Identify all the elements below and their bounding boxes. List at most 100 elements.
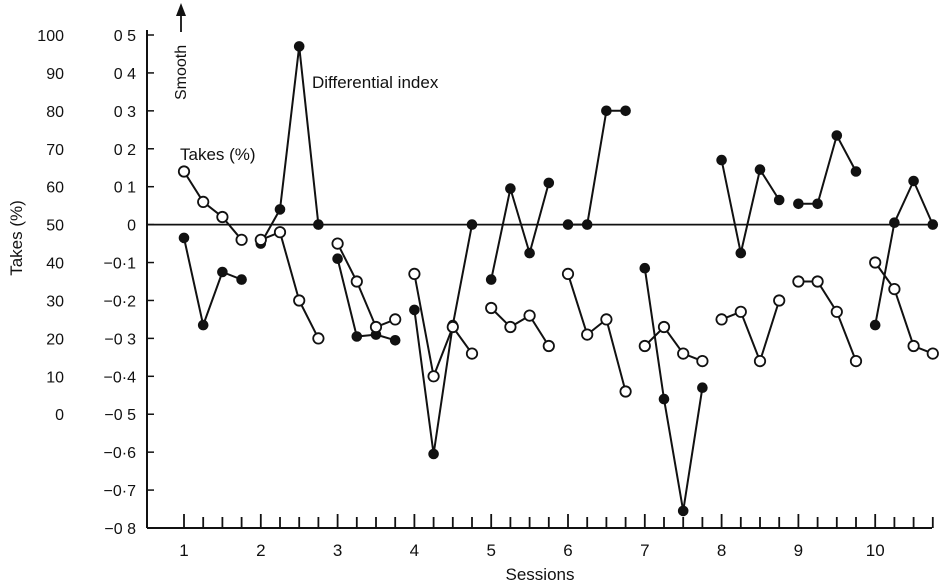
series-line-segment xyxy=(490,182,550,280)
series-line-segment xyxy=(259,46,320,245)
series-line-segment xyxy=(567,273,627,392)
right-axis-tick-label: −0 8 xyxy=(104,521,136,538)
series-layer xyxy=(177,41,939,517)
left-axis-tick-label: 0 xyxy=(55,407,64,424)
takes-point xyxy=(485,301,498,315)
left-axis-tick-label: 60 xyxy=(46,180,64,197)
differential-index-point xyxy=(505,183,516,194)
takes-point xyxy=(389,313,402,326)
differential-index-point xyxy=(697,382,708,394)
takes-point xyxy=(427,370,440,383)
differential-index-point xyxy=(793,198,804,210)
differential-index-point xyxy=(485,274,497,285)
differential-index-point xyxy=(831,130,843,141)
left-axis-label: Takes (%) xyxy=(7,200,26,276)
takes-point xyxy=(350,275,363,288)
right-axis-tick-label: −0·1 xyxy=(104,256,137,273)
series-line-segment xyxy=(336,258,396,342)
series-line-segment xyxy=(644,325,703,363)
differential-index-point xyxy=(197,319,209,331)
series-line-segment xyxy=(413,273,473,380)
takes-point xyxy=(465,347,479,360)
right-axis-tick-label: −0·4 xyxy=(104,369,137,386)
differential-index-point xyxy=(812,198,823,210)
takes-point xyxy=(677,347,690,360)
differential-index-point xyxy=(658,393,670,405)
left-axis-tick-label: 10 xyxy=(46,369,64,386)
takes-point xyxy=(849,354,863,368)
x-tick-label: 1 xyxy=(179,541,188,560)
differential-index-point xyxy=(908,175,919,187)
takes-point xyxy=(293,294,306,307)
series-line-segment xyxy=(874,261,934,355)
takes-point xyxy=(523,309,536,322)
takes-point xyxy=(869,256,882,269)
di-label: Differential index xyxy=(312,73,439,92)
takes-point xyxy=(657,320,671,334)
takes-point xyxy=(753,354,767,368)
right-axis-tick-label: −0·7 xyxy=(104,483,137,500)
differential-index-point xyxy=(351,331,363,342)
left-axis-tick-label: 50 xyxy=(46,218,64,235)
differential-index-point xyxy=(754,164,766,175)
right-axis-tick-label: −0 3 xyxy=(104,331,136,348)
takes-point xyxy=(811,275,824,288)
series-line-segment xyxy=(568,109,626,226)
takes-point xyxy=(561,267,575,280)
takes-point xyxy=(312,332,325,345)
takes-label: Takes (%) xyxy=(180,145,256,164)
differential-index-point xyxy=(620,105,631,117)
differential-index-point xyxy=(428,448,439,460)
series-line-segment xyxy=(260,230,320,339)
right-axis-tick-label: 0 xyxy=(127,218,136,235)
x-tick-label: 3 xyxy=(333,541,342,560)
x-tick-label: 7 xyxy=(640,541,649,560)
differential-index-point xyxy=(927,219,939,230)
takes-point xyxy=(408,267,421,280)
takes-point xyxy=(600,313,613,326)
differential-index-point xyxy=(313,219,324,230)
right-axis-tick-label: −0·6 xyxy=(104,445,137,462)
takes-point xyxy=(792,275,805,288)
differential-index-point xyxy=(581,219,593,230)
takes-point xyxy=(926,347,939,360)
left-axis-tick-label: 20 xyxy=(46,331,64,348)
differential-index-point xyxy=(389,335,401,346)
series-takes xyxy=(177,165,939,398)
x-tick-label: 8 xyxy=(717,541,726,560)
takes-point xyxy=(235,233,248,246)
differential-index-point xyxy=(677,505,689,517)
differential-index-point xyxy=(274,204,286,215)
takes-point xyxy=(369,320,383,334)
takes-point xyxy=(888,282,901,296)
right-axis-tick-label: −0 5 xyxy=(104,407,136,424)
takes-point xyxy=(331,237,344,250)
right-axis-tick-label: 0 2 xyxy=(114,142,136,159)
differential-index-point xyxy=(889,217,900,228)
right-axis-ticks: 0 5 0 4 0 3 0 2 0 1 0 −0·1 −0·2 −0 3 −0·4 −0 5 −0·6… xyxy=(104,28,154,538)
left-axis-tick-label: 80 xyxy=(46,104,64,121)
takes-point xyxy=(696,354,709,368)
takes-point xyxy=(197,195,210,208)
series-line-segment xyxy=(721,300,781,365)
differential-index-point xyxy=(601,105,612,117)
x-axis-label: Sessions xyxy=(506,565,575,583)
smooth-label: Smooth xyxy=(173,45,190,100)
left-axis-tick-label: 70 xyxy=(46,142,64,159)
differential-index-point xyxy=(217,266,228,278)
takes-point xyxy=(830,305,843,318)
x-tick-label: 9 xyxy=(794,541,803,560)
differential-index-point xyxy=(466,219,478,230)
right-axis-tick-label: 0 4 xyxy=(114,66,136,83)
differential-index-point xyxy=(543,177,555,189)
takes-point xyxy=(773,294,786,307)
right-axis-tick-label: 0 3 xyxy=(114,104,136,121)
differential-index-point xyxy=(639,262,651,274)
x-axis-ticks: 1 2 3 4 5 6 7 8 9 10 xyxy=(179,514,934,560)
differential-index-point xyxy=(716,154,727,166)
series-line-segment xyxy=(183,237,242,329)
takes-point xyxy=(273,226,287,239)
takes-point xyxy=(581,328,594,341)
series-line-segment xyxy=(874,178,934,326)
